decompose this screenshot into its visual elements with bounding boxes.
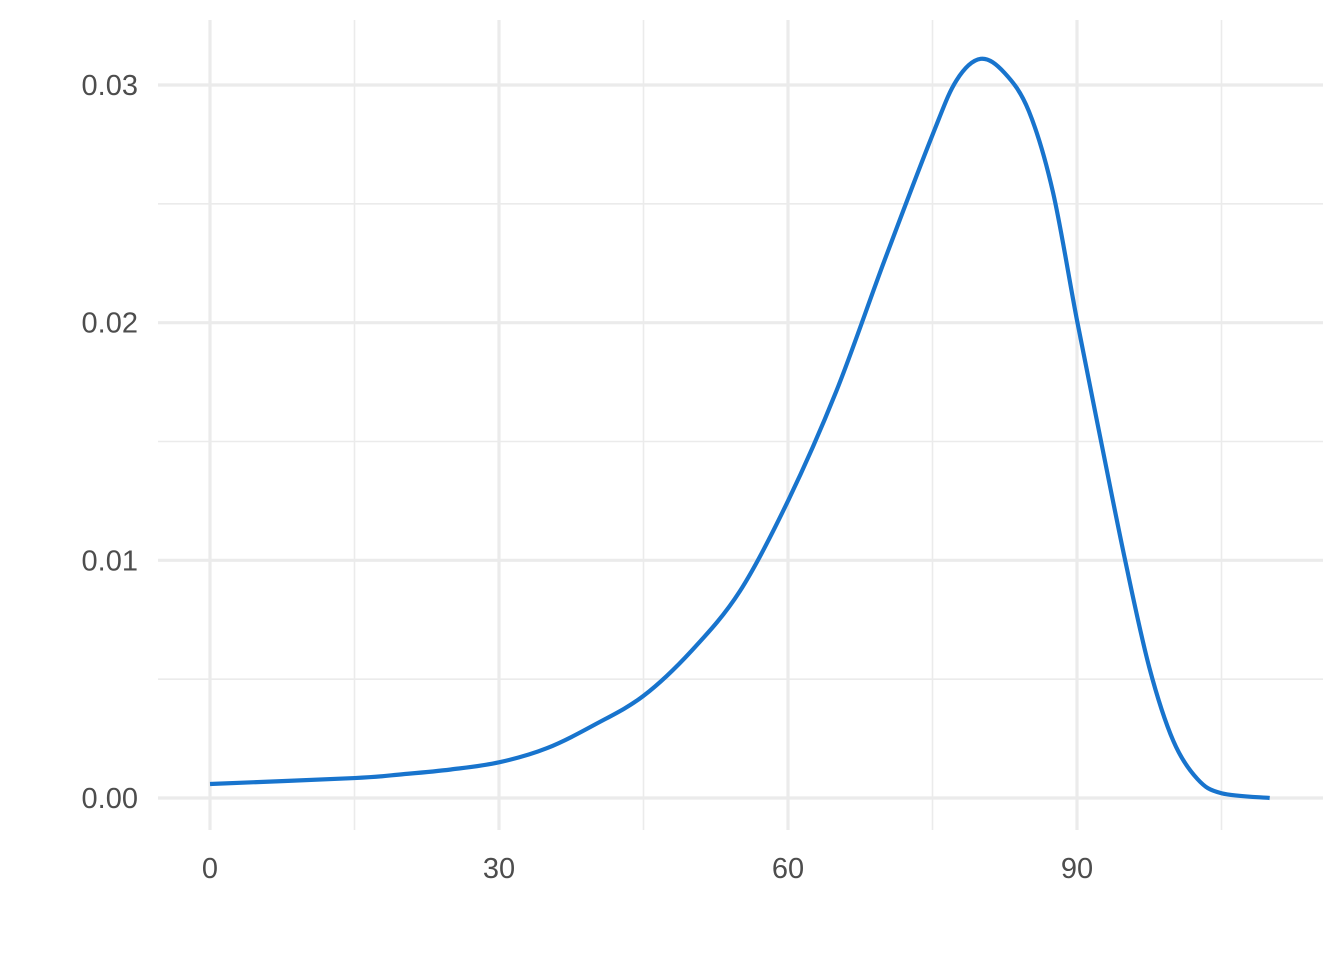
y-tick-label: 0.00 bbox=[82, 783, 138, 815]
y-tick-label: 0.03 bbox=[82, 70, 138, 102]
x-tick-label: 90 bbox=[1061, 853, 1093, 885]
y-axis-tick-labels: 0.00 0.01 0.02 0.03 bbox=[82, 70, 138, 815]
y-tick-label: 0.01 bbox=[82, 545, 138, 577]
density-curve bbox=[209, 56, 1270, 801]
x-tick-label: 60 bbox=[772, 853, 804, 885]
series-layer bbox=[209, 56, 1270, 801]
x-axis-tick-labels: 0 30 60 90 bbox=[202, 853, 1093, 885]
x-tick-label: 0 bbox=[202, 853, 218, 885]
grid bbox=[158, 20, 1323, 830]
x-tick-label: 30 bbox=[483, 853, 515, 885]
y-tick-label: 0.02 bbox=[82, 308, 138, 340]
